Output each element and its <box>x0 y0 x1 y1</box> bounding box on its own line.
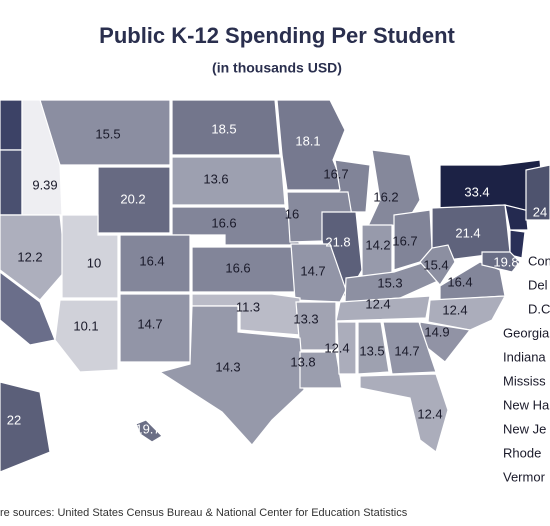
state-value-label: 10 <box>87 255 101 270</box>
callout-label: New Je <box>503 421 546 436</box>
state-value-label: 13.3 <box>293 311 318 326</box>
state-value-label: 9.39 <box>32 177 57 192</box>
state-value-label: 15.4 <box>423 257 448 272</box>
callout-label: Rhode <box>503 445 541 460</box>
state-shape <box>361 224 393 281</box>
state-value-label: 16.7 <box>392 233 417 248</box>
title: Public K-12 Spending Per Student <box>99 23 455 48</box>
state-value-label: 16.7 <box>323 166 348 181</box>
state-value-label: 18.5 <box>211 121 236 136</box>
callout-label: Del <box>528 277 548 292</box>
state-shape <box>335 295 431 322</box>
state-value-label: 20.2 <box>120 191 145 206</box>
state-value-label: 14.3 <box>215 359 240 374</box>
state-value-label: 14.7 <box>300 263 325 278</box>
state-value-label: 14.2 <box>365 237 390 252</box>
state-value-label: 21.8 <box>325 234 350 249</box>
state-shape <box>171 99 281 156</box>
state-value-label: 11.3 <box>236 299 260 314</box>
state-shape <box>135 419 163 443</box>
source-note: re sources: United States Census Bureau … <box>0 507 408 519</box>
state-shape <box>382 321 437 375</box>
state-value-label: 18.1 <box>295 133 320 148</box>
state-shape <box>299 351 343 389</box>
state-value-label: 19.7 <box>135 421 160 436</box>
state-value-label: 16.6 <box>225 260 250 275</box>
state-shape <box>0 214 67 301</box>
region-labels: 15.5 18.5 18.1 9.39 20.2 13.6 16.7 16.2 33.4 16.6… <box>7 121 547 436</box>
state-value-label: 14.9 <box>424 324 449 339</box>
callout-label: D.C <box>528 301 550 316</box>
state-shape <box>359 373 449 454</box>
state-shape <box>97 166 171 234</box>
state-value-label: 12.4 <box>365 296 390 311</box>
state-shape <box>481 251 521 273</box>
callout-label: Indiana <box>503 349 546 364</box>
region-shape <box>0 271 56 346</box>
region-shape <box>0 99 23 151</box>
state-value-label: 33.4 <box>464 184 489 199</box>
state-value-label: 14.7 <box>394 343 419 358</box>
state-value-label: 24 <box>533 204 547 219</box>
state-value-label: 16.2 <box>373 189 398 204</box>
state-value-label: 21.4 <box>455 225 480 240</box>
state-value-label: 15.3 <box>377 275 402 290</box>
subtitle: (in thousands USD) <box>212 60 342 76</box>
callout-label: Mississ <box>503 373 546 388</box>
state-value-label: 16 <box>285 206 299 221</box>
state-shape <box>357 321 390 375</box>
callout-label: Georgia <box>503 325 550 340</box>
state-shape <box>295 301 337 351</box>
state-value-label: 12.2 <box>17 249 42 264</box>
state-value-label: 22 <box>7 412 21 427</box>
state-value-label: 12.4 <box>324 340 349 355</box>
state-shape <box>290 243 347 303</box>
state-value-label: 19.8 <box>493 254 518 269</box>
state-shape <box>54 299 119 373</box>
regions <box>0 99 550 473</box>
callout-label: Con <box>528 253 550 268</box>
state-shape <box>427 295 507 331</box>
state-shape <box>525 164 550 221</box>
state-shape <box>158 305 305 446</box>
state-value-label: 10.1 <box>73 318 98 333</box>
state-value-label: 14.7 <box>137 316 162 331</box>
state-shape <box>119 234 191 293</box>
state-value-label: 12.4 <box>417 406 442 421</box>
state-shape <box>336 321 357 375</box>
callout-label: New Ha <box>503 397 550 412</box>
state-value-label: 13.6 <box>203 171 228 186</box>
state-shape <box>0 381 51 473</box>
state-shape <box>171 156 286 206</box>
state-value-label: 13.8 <box>290 354 315 369</box>
callout-label: Vermor <box>503 469 546 484</box>
state-shape <box>419 244 456 286</box>
state-value-label: 13.5 <box>359 343 384 358</box>
state-value-label: 16.6 <box>211 215 236 230</box>
state-shape <box>61 214 119 299</box>
state-shape <box>439 261 506 301</box>
state-value-label: 15.5 <box>95 126 120 141</box>
state-value-label: 16.4 <box>447 274 472 289</box>
region-shape <box>0 149 23 216</box>
state-value-label: 12.4 <box>442 302 467 317</box>
state-value-label: 16.4 <box>139 253 164 268</box>
